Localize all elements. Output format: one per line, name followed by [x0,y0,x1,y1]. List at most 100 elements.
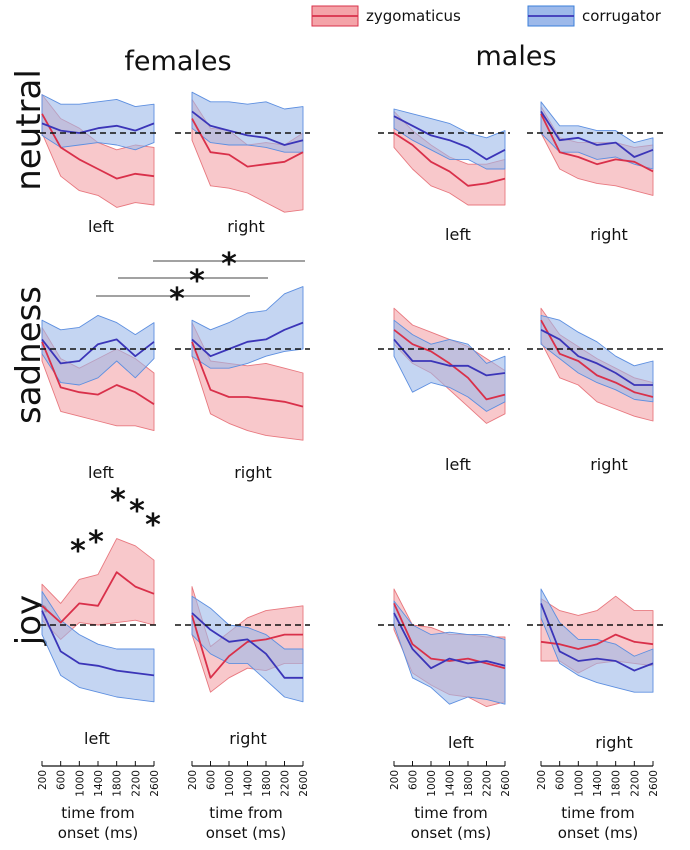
panel-males-neutral-left [378,108,510,206]
x-tick-label: 2600 [500,770,512,797]
significance-star-2: * [189,264,205,299]
x-axis-males-right: 200 600 1000 1400 1800 2200 2600 [536,761,660,797]
sadness-significance-group: * * * [96,247,305,317]
x-tick-label: 1000 [573,770,585,797]
side-label-m-neutral-left: left [445,225,471,244]
zygomaticus-line-females-sadness-left [41,341,155,405]
side-label-f-joy-right: right [229,729,267,748]
panel-males-sadness-left [378,307,510,424]
x-tick-label: 1400 [592,770,604,797]
x-axis-males-left: 200 600 1000 1400 1800 2200 2600 [389,761,512,797]
x-tick-label: 2200 [482,770,494,797]
x-tick-label: 200 [187,770,199,790]
x-axis-title-line2: onset (ms) [558,824,639,842]
zygomaticus-line-males-joy-right [540,633,654,650]
joy-star-1800: * [110,483,126,518]
corrugator-line-males-sadness-right [540,328,653,386]
corrugator-line-males-joy-right [540,603,654,672]
corrugator-band-males-joy-left [393,600,506,705]
panel-males-sadness-right [527,307,665,422]
corrugator-band-females-sadness-right [191,286,304,369]
x-axes: 200 600 1000 1400 1800 2200 2600 200 600 1000 1400… [37,761,660,797]
zygomaticus-line-females-neutral-left [41,113,155,180]
x-axis-title-line2: onset (ms) [206,824,287,842]
x-tick-label: 1800 [112,770,124,797]
side-label-m-joy-right: right [595,733,633,752]
x-tick-label: 1800 [463,770,475,797]
x-tick-label: 1400 [445,770,457,797]
panel-females-neutral-right [175,91,310,213]
legend: zygomaticus corrugator [311,5,662,27]
corrugator-band-females-joy-left [41,590,155,703]
x-axis-title-line1: time from [61,804,135,822]
zygomaticus-line-males-sadness-right [540,319,654,398]
zygomaticus-line-males-neutral-right [540,113,654,173]
panel-females-sadness-left [40,314,157,432]
corrugator-line-females-joy-left [41,610,155,677]
corrugator-line-males-neutral-left [393,115,506,161]
corrugator-line-females-sadness-right [191,321,304,358]
x-tick-label: 2600 [298,770,310,797]
x-tick-label: 1800 [611,770,623,797]
joy-star-1000: * [70,534,86,569]
x-tick-label: 600 [56,770,68,790]
x-tick-label: 2200 [280,770,292,797]
corrugator-line-males-sadness-left [393,338,506,377]
joy-star-2200: * [129,494,145,529]
corrugator-line-males-joy-left [393,612,506,670]
x-tick-label: 200 [37,770,49,790]
corrugator-band-males-sadness-right [540,314,654,403]
x-axis-title-f-left: time from onset (ms) [58,804,139,842]
x-tick-label: 2200 [130,770,142,797]
corrugator-line-males-neutral-right [540,110,654,158]
side-label-m-neutral-right: right [590,225,628,244]
significance-star-3: * [169,282,185,317]
x-tick-label: 1800 [261,770,273,797]
panel-males-joy-right [527,588,665,693]
column-title-males: males [475,41,556,72]
corrugator-band-females-neutral-left [41,94,155,151]
corrugator-line-females-neutral-right [191,110,304,146]
panel-females-joy-left [40,538,157,703]
zygomaticus-line-females-joy-right [191,615,303,679]
zygomaticus-line-males-neutral-left [393,132,506,187]
x-axis-title-line2: onset (ms) [58,824,139,842]
side-label-m-sadness-right: right [590,455,628,474]
x-tick-label: 600 [555,770,567,790]
joy-star-2600: * [145,508,161,543]
joy-significance-group: * * * * * [70,483,161,569]
zygomaticus-line-males-sadness-left [393,329,506,401]
zygomaticus-line-females-neutral-right [191,118,304,168]
significance-star-1: * [221,247,237,282]
x-tick-label: 1400 [243,770,255,797]
x-axis-title-line1: time from [561,804,635,822]
x-tick-label: 2200 [629,770,641,797]
x-axis-females-left: 200 600 1000 1400 1800 2200 2600 [37,761,161,797]
panel-males-neutral-right [527,101,665,196]
panel-females-sadness-right [175,286,310,441]
corrugator-line-females-neutral-left [41,122,155,134]
x-tick-label: 200 [536,770,548,790]
panel-females-neutral-left [40,94,157,208]
side-label-m-joy-left: left [448,733,474,752]
corrugator-line-females-joy-right [191,612,303,679]
x-axis-title-line2: onset (ms) [411,824,492,842]
x-tick-label: 600 [408,770,420,790]
side-label-f-joy-left: left [84,729,110,748]
x-tick-label: 2600 [648,770,660,797]
x-axis-title-m-right: time from onset (ms) [558,804,639,842]
side-label-f-neutral-right: right [227,217,265,236]
side-label-f-neutral-left: left [88,217,114,236]
x-tick-label: 2600 [149,770,161,797]
column-title-females: females [124,46,231,77]
corrugator-band-females-sadness-left [41,314,155,386]
corrugator-line-females-sadness-left [41,338,155,365]
x-axis-title-line1: time from [209,804,283,822]
x-axis-title-m-left: time from onset (ms) [411,804,492,842]
x-axis-title-f-right: time from onset (ms) [206,804,287,842]
x-axis-title-line1: time from [414,804,488,822]
corrugator-band-males-neutral-right [540,101,654,170]
legend-zygomaticus-label: zygomaticus [366,7,461,25]
x-tick-label: 200 [389,770,401,790]
